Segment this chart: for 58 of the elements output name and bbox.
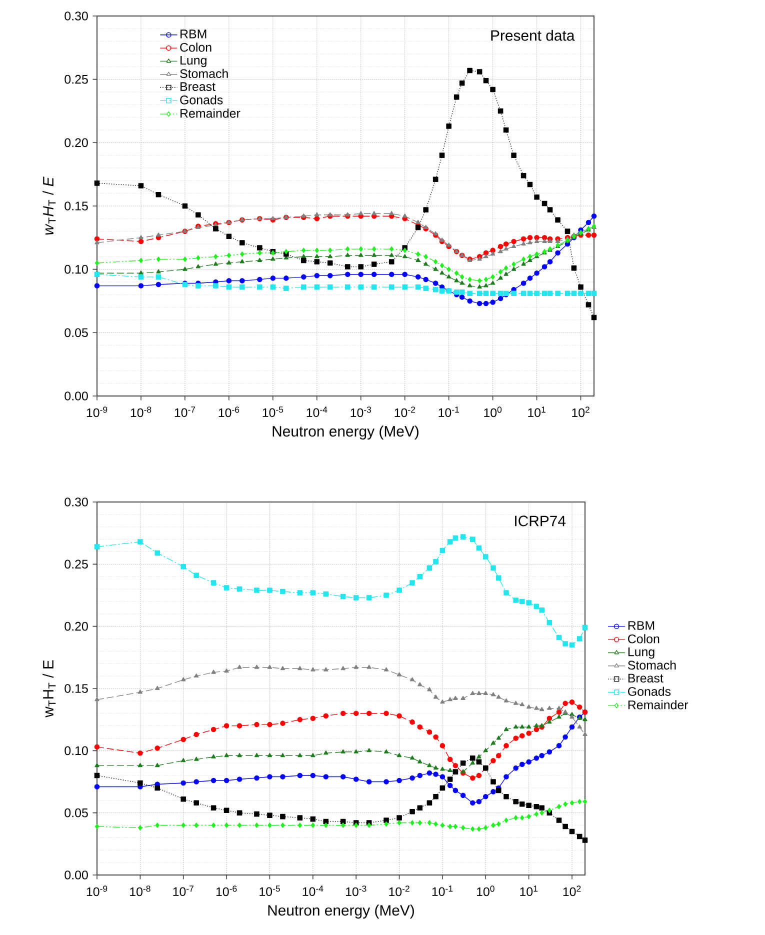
legend-label: Lung [628,648,654,659]
legend-label: Colon [180,42,212,52]
x-tick-label: 10$^{-2}$ [389,886,410,896]
y-tick-label: 0.20 [64,622,88,631]
y-tick-label: 0.15 [64,202,88,210]
x-tick-label: 10$^{1}$ [520,886,538,896]
y-tick-label: 0.00 [64,392,88,400]
legend-label: Stomach [180,68,228,78]
x-axis-title: Neutron energy (MeV) [272,426,418,440]
x-tick-label: 10$^{-1}$ [438,406,459,418]
x-tick-label: 10$^{-7}$ [174,406,196,418]
x-tick-label: 10$^{-1}$ [432,886,453,896]
y-tick-label: 0.25 [64,560,88,569]
legend-label: Stomach [628,660,676,670]
y-tick-label: 0.15 [64,684,88,693]
y-tick-label: 0.10 [64,746,88,756]
x-tick-label: 10$^{-8}$ [130,406,152,418]
annotation: ICRP74 [515,516,566,526]
x-tick-label: 10$^{-3}$ [346,886,366,896]
legend-label: Colon [628,634,660,644]
legend-label: RBM [628,621,654,630]
x-tick-label: 10$^{2}$ [572,406,590,418]
legend-label: RBM [180,30,206,38]
x-tick-label: 10$^{-5}$ [260,886,280,896]
legend-label: Lung [180,56,206,68]
x-tick-label: 10$^{-9}$ [86,886,108,896]
x-tick-label: 10$^{-6}$ [218,406,240,418]
y-tick-label: 0.05 [64,328,88,338]
y-tick-label: 0.25 [64,74,88,84]
legend-label: Gonads [180,95,223,104]
legend-label: Breast [628,674,664,683]
y-axis-title: w$_{T}$H$_{T}$ / E [42,660,56,718]
x-tick-label: 10$^{-8}$ [130,886,150,896]
x-tick-label: 10$^{-7}$ [173,886,194,896]
x-tick-label: 10$^{-3}$ [350,406,372,418]
y-axis-title: w$_{T}$H$_{T}$ / E [42,176,56,235]
y-tick-label: 0.20 [64,138,88,148]
x-tick-label: 10$^{-4}$ [302,886,324,896]
x-tick-label: 10$^{1}$ [528,406,546,418]
x-tick-label: 10$^{-9}$ [86,406,108,418]
y-tick-label: 0.10 [64,264,88,274]
x-tick-label: 10$^{0}$ [484,406,502,418]
x-tick-label: 10$^{0}$ [476,886,494,896]
y-tick-label: 0.30 [64,12,88,20]
y-tick-label: 0.30 [64,498,88,506]
y-tick-label: 0.00 [64,870,88,880]
y-tick-label: 0.05 [64,808,88,818]
x-tick-label: 10$^{-5}$ [262,406,284,418]
x-axis-title: Neutron energy (MeV) [268,904,414,919]
annotation: Present data [491,30,575,41]
x-tick-label: 10$^{-2}$ [394,406,415,418]
legend-label: Remainder [628,700,688,710]
legend-label: Gonads [628,686,671,696]
x-tick-label: 10$^{2}$ [563,886,581,896]
x-tick-label: 10$^{-4}$ [306,406,328,418]
legend-label: Remainder [180,108,240,118]
legend-label: Breast [180,82,216,91]
x-tick-label: 10$^{-6}$ [216,886,237,896]
